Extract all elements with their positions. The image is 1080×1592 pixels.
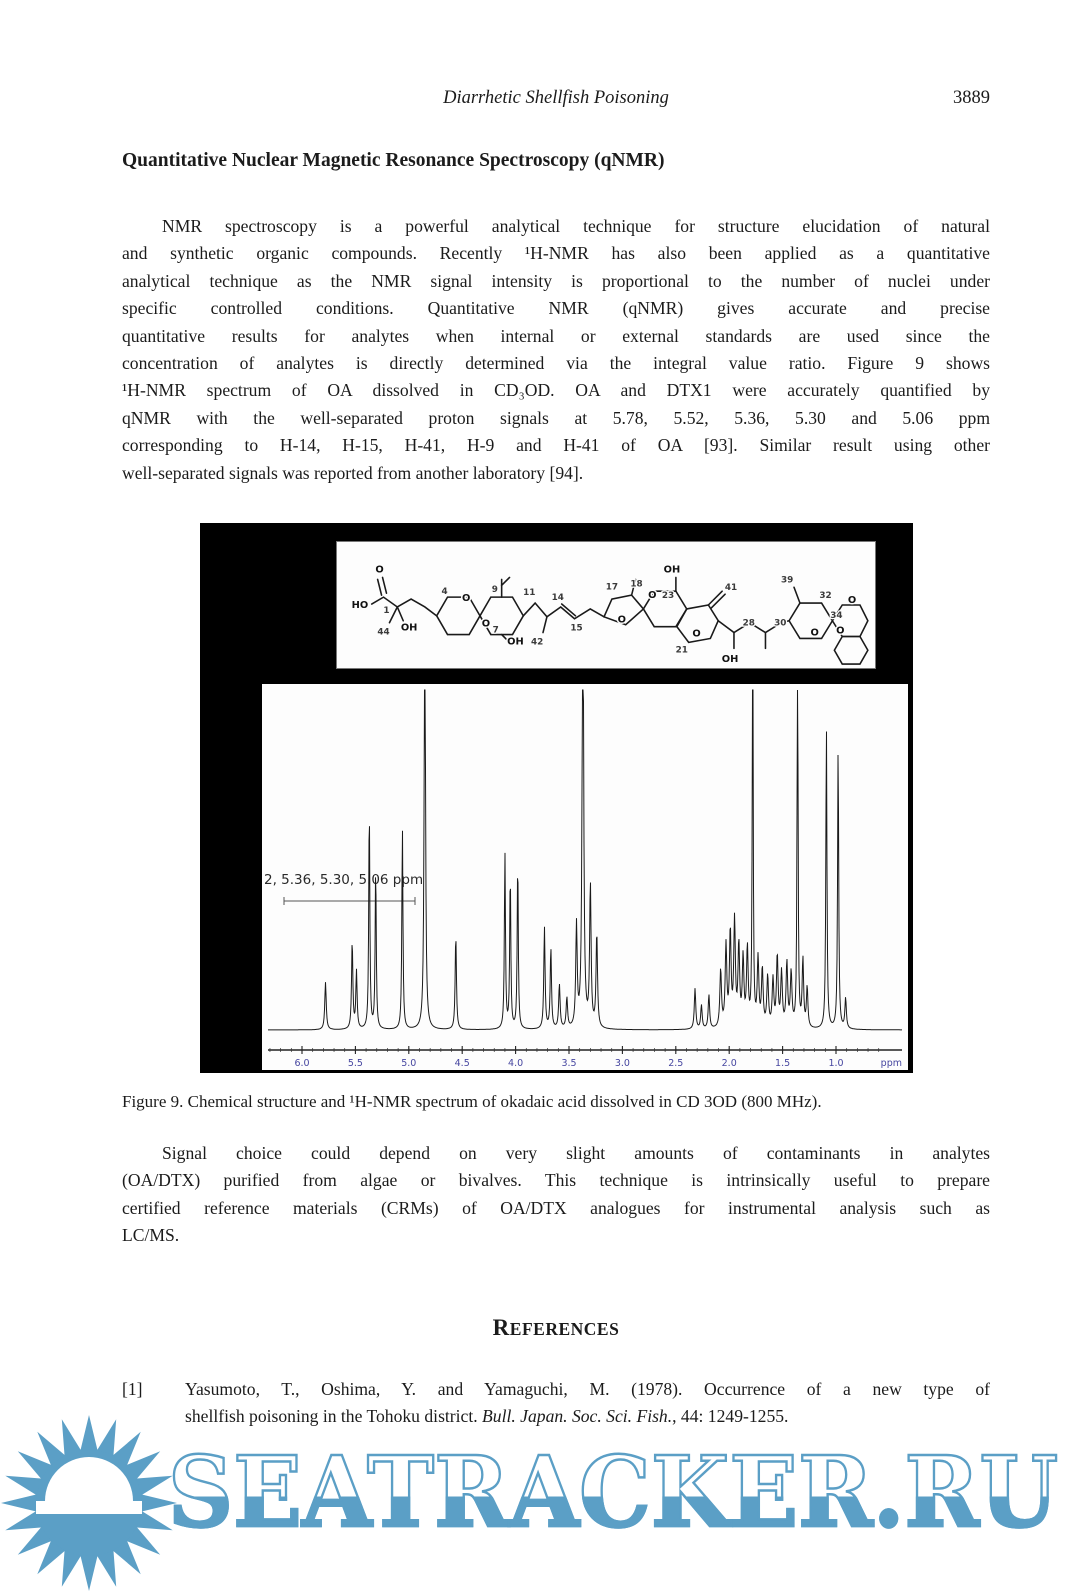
svg-text:3.5: 3.5 [561, 1058, 576, 1069]
reference-journal-title: Bull. Japan. Soc. Sci. Fish. [482, 1406, 673, 1427]
paragraph-1: NMR spectroscopy is a powerful analytica… [122, 213, 990, 487]
text-line: specific controlled conditions. Quantita… [122, 298, 990, 319]
svg-text:2.5: 2.5 [668, 1058, 683, 1069]
svg-text:21: 21 [676, 645, 688, 655]
reference-number: [1] [122, 1379, 143, 1399]
svg-text:28: 28 [743, 619, 755, 629]
svg-text:9: 9 [492, 585, 498, 595]
text-line: Yasumoto, T., Oshima, Y. and Yamaguchi, … [185, 1379, 990, 1399]
svg-text:1.5: 1.5 [775, 1058, 790, 1069]
nmr-spectrum: 2, 5.36, 5.30, 5.06 ppm 6.0 5.5 5.0 4.5 4.0 3… [264, 689, 902, 1069]
svg-text:5.0: 5.0 [401, 1058, 416, 1069]
svg-text:18: 18 [630, 579, 642, 589]
text-line: ¹H-NMR spectrum of OA dissolved in CD₃OD… [122, 380, 990, 401]
svg-text:1.0: 1.0 [828, 1058, 843, 1069]
svg-text:OH: OH [722, 654, 739, 665]
text-line: Signal choice could depend on very sligh… [162, 1143, 990, 1163]
references-heading-initial: R [492, 1315, 510, 1340]
paragraph-2: Signal choice could depend on very sligh… [122, 1140, 990, 1250]
references-heading-rest: EFERENCES [509, 1319, 620, 1339]
svg-text:7: 7 [493, 626, 499, 636]
svg-text:4.0: 4.0 [508, 1058, 523, 1069]
svg-text:44: 44 [377, 628, 389, 638]
reference-journal-pre: shellfish poisoning in the Tohoku distri… [185, 1406, 483, 1427]
page-number: 3889 [953, 88, 990, 108]
svg-text:O: O [836, 626, 844, 637]
references-heading: REFERENCES [122, 1315, 990, 1341]
svg-text:ppm: ppm [881, 1058, 902, 1069]
sun-logo [1, 1415, 177, 1591]
svg-text:4: 4 [441, 587, 447, 597]
text-line: certified reference materials (CRMs) of … [122, 1197, 990, 1218]
svg-text:30: 30 [774, 619, 786, 629]
svg-text:2.0: 2.0 [722, 1058, 737, 1069]
svg-text:HO: HO [352, 600, 369, 611]
svg-text:34: 34 [830, 611, 842, 621]
svg-text:41: 41 [725, 583, 737, 593]
running-head: Diarrhetic Shellfish Poisoning 3889 [122, 88, 990, 114]
svg-text:OH: OH [401, 623, 418, 634]
svg-text:O: O [692, 629, 700, 640]
svg-text:O: O [848, 595, 856, 606]
text-line: qNMR with the well-separated proton sign… [122, 407, 990, 428]
svg-text:OH: OH [664, 565, 681, 576]
svg-text:O: O [811, 628, 819, 639]
svg-text:O: O [618, 615, 626, 626]
sun-horizon-stripe [36, 1501, 142, 1514]
text-line: analytical technique as the NMR signal i… [122, 270, 990, 291]
text-line: (OA/DTX) purified from algae or bivalves… [122, 1170, 990, 1191]
svg-text:O: O [482, 619, 490, 630]
svg-text:O: O [462, 593, 470, 604]
svg-text:O: O [648, 590, 656, 601]
text-line: concentration of analytes is directly de… [122, 353, 990, 374]
svg-text:14: 14 [552, 593, 564, 603]
reference-journal-post: , 44: 1249-1255. [672, 1406, 789, 1427]
text-line: well-separated signals was reported from… [122, 462, 584, 483]
svg-text:11: 11 [523, 588, 535, 598]
text-line: LC/MS. [122, 1225, 180, 1246]
svg-text:42: 42 [531, 637, 543, 647]
figure-9: HO O OH O O OH O O OH O OH O O O 1 44 4 9 7 11 14 15 42 17 18 23 4… [200, 523, 913, 1073]
svg-text:17: 17 [606, 582, 618, 592]
svg-text:3.0: 3.0 [615, 1058, 630, 1069]
text-line: NMR spectroscopy is a powerful analytica… [162, 216, 990, 236]
chemical-structure-panel: HO O OH O O OH O O OH O OH O O O 1 44 4 9 7 11 14 15 42 17 18 23 4… [336, 541, 876, 669]
svg-text:1: 1 [383, 606, 389, 616]
svg-text:39: 39 [781, 575, 793, 585]
svg-text:23: 23 [662, 591, 674, 601]
svg-text:4.5: 4.5 [455, 1058, 470, 1069]
spectrum-annotation: 2, 5.36, 5.30, 5.06 ppm [264, 872, 423, 888]
section-title: Quantitative Nuclear Magnetic Resonance … [122, 150, 665, 171]
text-line: quantitative results for analytes when i… [122, 325, 990, 346]
running-title: Diarrhetic Shellfish Poisoning [443, 88, 669, 108]
reference-text: Yasumoto, T., Oshima, Y. and Yamaguchi, … [185, 1376, 990, 1431]
watermark-text: SEATRACKER.RU [167, 1435, 1059, 1549]
svg-text:5.5: 5.5 [348, 1058, 363, 1069]
svg-text:OH: OH [507, 636, 524, 647]
svg-text:15: 15 [570, 624, 582, 634]
reference-1: [1] Yasumoto, T., Oshima, Y. and Yamaguc… [122, 1376, 990, 1431]
text-line: corresponding to H-14, H-15, H-41, H-9 a… [122, 435, 990, 456]
svg-text:O: O [375, 565, 383, 576]
text-line: shellfish poisoning in the Tohoku distri… [185, 1403, 990, 1430]
text-line: and synthetic organic compounds. Recentl… [122, 243, 990, 264]
sun-dome [45, 1457, 133, 1501]
svg-text:32: 32 [819, 591, 831, 601]
svg-text:6.0: 6.0 [294, 1058, 309, 1069]
figure-caption: Figure 9. Chemical structure and ¹H-NMR … [122, 1092, 822, 1111]
nmr-spectrum-panel: 2, 5.36, 5.30, 5.06 ppm 6.0 5.5 5.0 4.5 4.0 3… [262, 684, 908, 1070]
